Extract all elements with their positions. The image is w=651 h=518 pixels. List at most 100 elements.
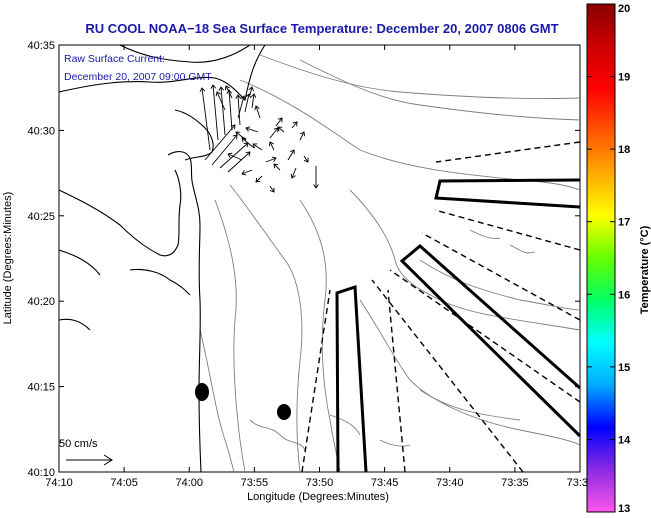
colorbar-tick-label: 15	[618, 362, 630, 374]
current-vector-head	[292, 121, 298, 127]
x-axis-label: Longitude (Degrees:Minutes)	[247, 491, 389, 503]
current-vector	[219, 142, 249, 169]
current-vector-head	[313, 184, 319, 189]
current-vector	[303, 155, 309, 163]
y-tick-label: 40:20	[27, 296, 55, 308]
scale-arrow	[66, 454, 113, 466]
current-vector	[249, 86, 253, 96]
current-vector	[211, 134, 238, 166]
bathymetry-contours	[199, 54, 580, 472]
annotation-line1: Raw Surface Current:	[64, 53, 165, 65]
colorbar	[586, 3, 616, 513]
current-vector	[227, 153, 243, 161]
current-vector	[277, 126, 285, 133]
current-vector-head	[273, 163, 279, 169]
current-vector-head	[245, 126, 251, 132]
current-vector-head	[250, 93, 257, 99]
current-vector	[299, 131, 305, 141]
x-tick-label: 74:10	[45, 477, 73, 489]
current-vector-head	[289, 149, 295, 155]
current-vector	[251, 93, 255, 109]
colorbar-tick-label: 16	[618, 289, 630, 301]
x-tick-label: 74:00	[175, 477, 203, 489]
current-vector	[245, 127, 259, 133]
current-vector	[201, 87, 211, 151]
x-tick-label: 73:3	[567, 477, 588, 489]
current-vector-head	[290, 173, 296, 179]
current-vector-head	[252, 143, 258, 149]
current-vector-head	[241, 137, 247, 143]
map-frame	[58, 44, 581, 473]
colorbar-tick-label: 19	[618, 72, 630, 84]
current-vector	[252, 143, 263, 151]
current-vector	[291, 121, 298, 129]
current-vector	[241, 137, 255, 149]
y-axis-ticks: 40:10 40:15 40:20 40:25 40:30 40:35	[27, 40, 580, 479]
current-vector-head	[248, 86, 254, 92]
current-vector	[227, 151, 251, 173]
current-vector-head	[269, 187, 275, 193]
figure-title: RU COOL NOAA−18 Sea Surface Temperature:…	[85, 21, 558, 36]
current-vector-head	[218, 86, 225, 91]
current-vector	[241, 169, 253, 175]
current-vector	[237, 95, 245, 119]
y-tick-label: 40:35	[27, 40, 55, 52]
colorbar-tick-label: 13	[618, 503, 630, 515]
current-vector	[212, 84, 219, 141]
current-vector	[216, 91, 226, 111]
current-vector-head	[245, 93, 252, 99]
current-vector	[269, 141, 275, 151]
current-vector-head	[241, 170, 247, 176]
colorbar-tick-label: 17	[618, 217, 630, 229]
current-vector	[265, 157, 277, 163]
current-vector-head	[230, 124, 236, 130]
current-vector-head	[254, 105, 260, 111]
box-diagonal	[399, 244, 582, 438]
buoy-marker	[195, 383, 209, 401]
x-tick-label: 73:55	[241, 477, 269, 489]
current-vector-head	[240, 95, 246, 101]
current-vector	[269, 185, 275, 193]
y-tick-label: 40:25	[27, 211, 55, 223]
annotation-line2: December 20, 2007 09:00 GMT	[64, 71, 212, 83]
current-vector-head	[199, 87, 206, 92]
buoy-marker	[277, 404, 291, 420]
y-tick-label: 40:15	[27, 382, 55, 394]
current-vector	[255, 175, 263, 183]
x-tick-label: 73:45	[371, 477, 399, 489]
colorbar-tick-label: 20	[618, 3, 630, 15]
box-north	[434, 178, 581, 209]
y-tick-label: 40:10	[27, 467, 55, 479]
current-vector-head	[255, 177, 261, 183]
current-vector-head	[277, 117, 283, 123]
current-vector-head	[300, 131, 306, 137]
current-vector	[273, 163, 281, 171]
current-vector-head	[245, 151, 251, 157]
current-vector	[255, 105, 261, 119]
colorbar-ticks: 13 14 15 16 17 18 19 20	[587, 3, 631, 515]
x-axis-ticks: 74:10 74:05 74:00 73:55 73:50 73:45 73:40 73:35…	[45, 45, 588, 489]
current-vector	[237, 94, 241, 126]
current-vector	[244, 93, 250, 113]
coastline	[59, 45, 266, 472]
current-vector	[204, 124, 236, 161]
current-vector-head	[235, 94, 242, 99]
current-vector-head	[271, 156, 277, 162]
current-vectors	[199, 84, 319, 193]
current-vector-head	[210, 84, 217, 89]
current-vector	[220, 86, 226, 136]
x-tick-label: 73:40	[436, 477, 464, 489]
x-tick-label: 73:35	[501, 477, 529, 489]
current-vector-head	[226, 89, 233, 94]
box-south	[335, 284, 368, 473]
x-tick-label: 74:05	[110, 477, 138, 489]
current-vector	[269, 127, 279, 139]
radar-dashed-rays	[301, 141, 581, 473]
current-vector	[291, 167, 297, 179]
current-vector	[235, 131, 247, 141]
colorbar-tick-label: 18	[618, 144, 630, 156]
current-vector-head	[268, 141, 274, 147]
current-vector	[228, 89, 233, 131]
current-vector	[287, 149, 295, 161]
